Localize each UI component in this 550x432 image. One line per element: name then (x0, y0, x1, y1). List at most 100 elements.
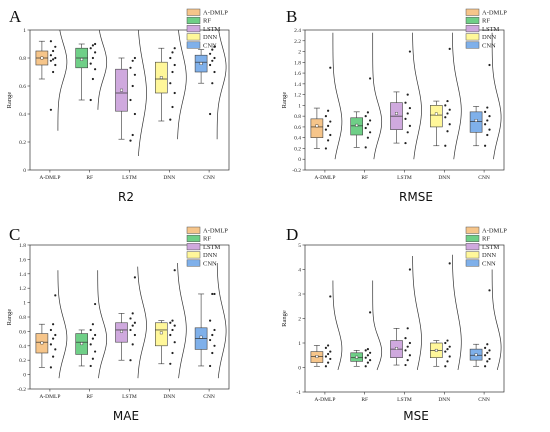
y-tick-label: 0.6 (294, 125, 301, 131)
data-point (448, 355, 451, 358)
data-point (486, 106, 489, 109)
y-tick-label: 1.4 (19, 272, 26, 278)
data-point (94, 42, 97, 46)
data-point (94, 302, 97, 306)
mean-marker (315, 124, 319, 128)
box-group: A-DMLP (35, 270, 68, 400)
data-point (49, 328, 53, 332)
y-tick-label: 0.2 (19, 358, 26, 364)
y-tick-label: 1.2 (294, 93, 301, 99)
data-point (488, 128, 491, 131)
data-point (366, 123, 369, 126)
legend-swatch (465, 41, 480, 49)
box-group: LSTM (390, 32, 422, 181)
legend-label: CNN (482, 260, 496, 267)
mean-marker (434, 348, 438, 352)
y-tick-label: 1.6 (294, 71, 301, 77)
y-tick-label: 1 (298, 103, 301, 109)
x-tick-label: A-DMLP (314, 397, 335, 403)
legend-swatch (186, 25, 201, 33)
data-point (169, 82, 172, 85)
data-point (94, 68, 97, 71)
data-point (324, 128, 327, 131)
distribution-curve (332, 32, 343, 160)
box-group: DNN (155, 262, 187, 400)
data-point (408, 124, 411, 127)
data-point (209, 364, 212, 368)
plot-frame (304, 244, 505, 393)
data-point (408, 341, 411, 345)
data-point (131, 84, 134, 88)
legend-swatch (465, 16, 480, 24)
data-point (209, 52, 212, 55)
x-tick-label: RF (361, 397, 368, 403)
mean-marker (120, 88, 123, 92)
data-point (173, 324, 176, 327)
box-group: RF (350, 280, 383, 403)
legend-swatch (186, 251, 201, 259)
y-tick-label: 0 (298, 366, 301, 372)
box (155, 322, 168, 347)
panel-title: MAE (113, 409, 139, 423)
data-point (211, 59, 214, 62)
data-point (369, 119, 372, 122)
distribution-curve (97, 270, 108, 379)
data-point (486, 351, 489, 354)
data-point (404, 141, 407, 145)
box-group: DNN (429, 254, 462, 403)
data-point (133, 321, 136, 324)
data-point (324, 346, 327, 349)
x-tick-label: DNN (438, 397, 450, 403)
data-point (366, 361, 369, 364)
data-point (327, 124, 330, 127)
data-point (369, 351, 372, 354)
data-point (129, 139, 132, 142)
data-point (488, 63, 491, 67)
data-point (129, 66, 132, 69)
legend-label: A-DMLP (203, 228, 228, 235)
y-tick-label: 0.8 (19, 56, 26, 62)
legend-swatch (186, 259, 201, 267)
data-point (213, 45, 216, 48)
data-point (444, 104, 447, 107)
data-point (486, 360, 489, 363)
data-point (54, 56, 57, 60)
data-point (446, 130, 449, 133)
data-point (54, 63, 57, 67)
panel-title: MSE (403, 409, 429, 423)
legend-swatch (465, 33, 480, 41)
data-point (444, 341, 447, 345)
legend-label: DNN (482, 34, 496, 41)
data-point (486, 343, 489, 346)
y-tick-label: 0.2 (19, 140, 26, 146)
data-point (406, 345, 409, 348)
data-point (133, 112, 136, 116)
data-point (444, 350, 447, 353)
y-tick-label: 0 (23, 373, 26, 379)
data-point (131, 59, 134, 62)
x-tick-label: A-DMLP (39, 175, 60, 181)
data-point (484, 354, 487, 357)
data-point (406, 93, 409, 96)
data-point (52, 49, 55, 53)
legend-swatch (465, 259, 480, 267)
distribution-curve (97, 29, 108, 110)
box (310, 118, 324, 138)
data-point (173, 63, 176, 67)
data-point (369, 359, 372, 362)
y-tick-label: -0.2 (292, 168, 301, 174)
data-point (364, 365, 367, 368)
mean-marker (355, 355, 359, 359)
panel-letter: C (9, 225, 20, 244)
y-tick-label: 5 (298, 243, 301, 249)
data-point (444, 116, 447, 119)
data-point (169, 333, 172, 337)
data-point (486, 119, 489, 122)
data-point (173, 269, 176, 272)
data-point (52, 355, 55, 358)
box-group: A-DMLP (35, 29, 68, 181)
box-group: RF (75, 270, 108, 400)
data-point (448, 108, 451, 111)
x-tick-label: A-DMLP (314, 175, 335, 181)
legend-swatch (186, 226, 201, 234)
